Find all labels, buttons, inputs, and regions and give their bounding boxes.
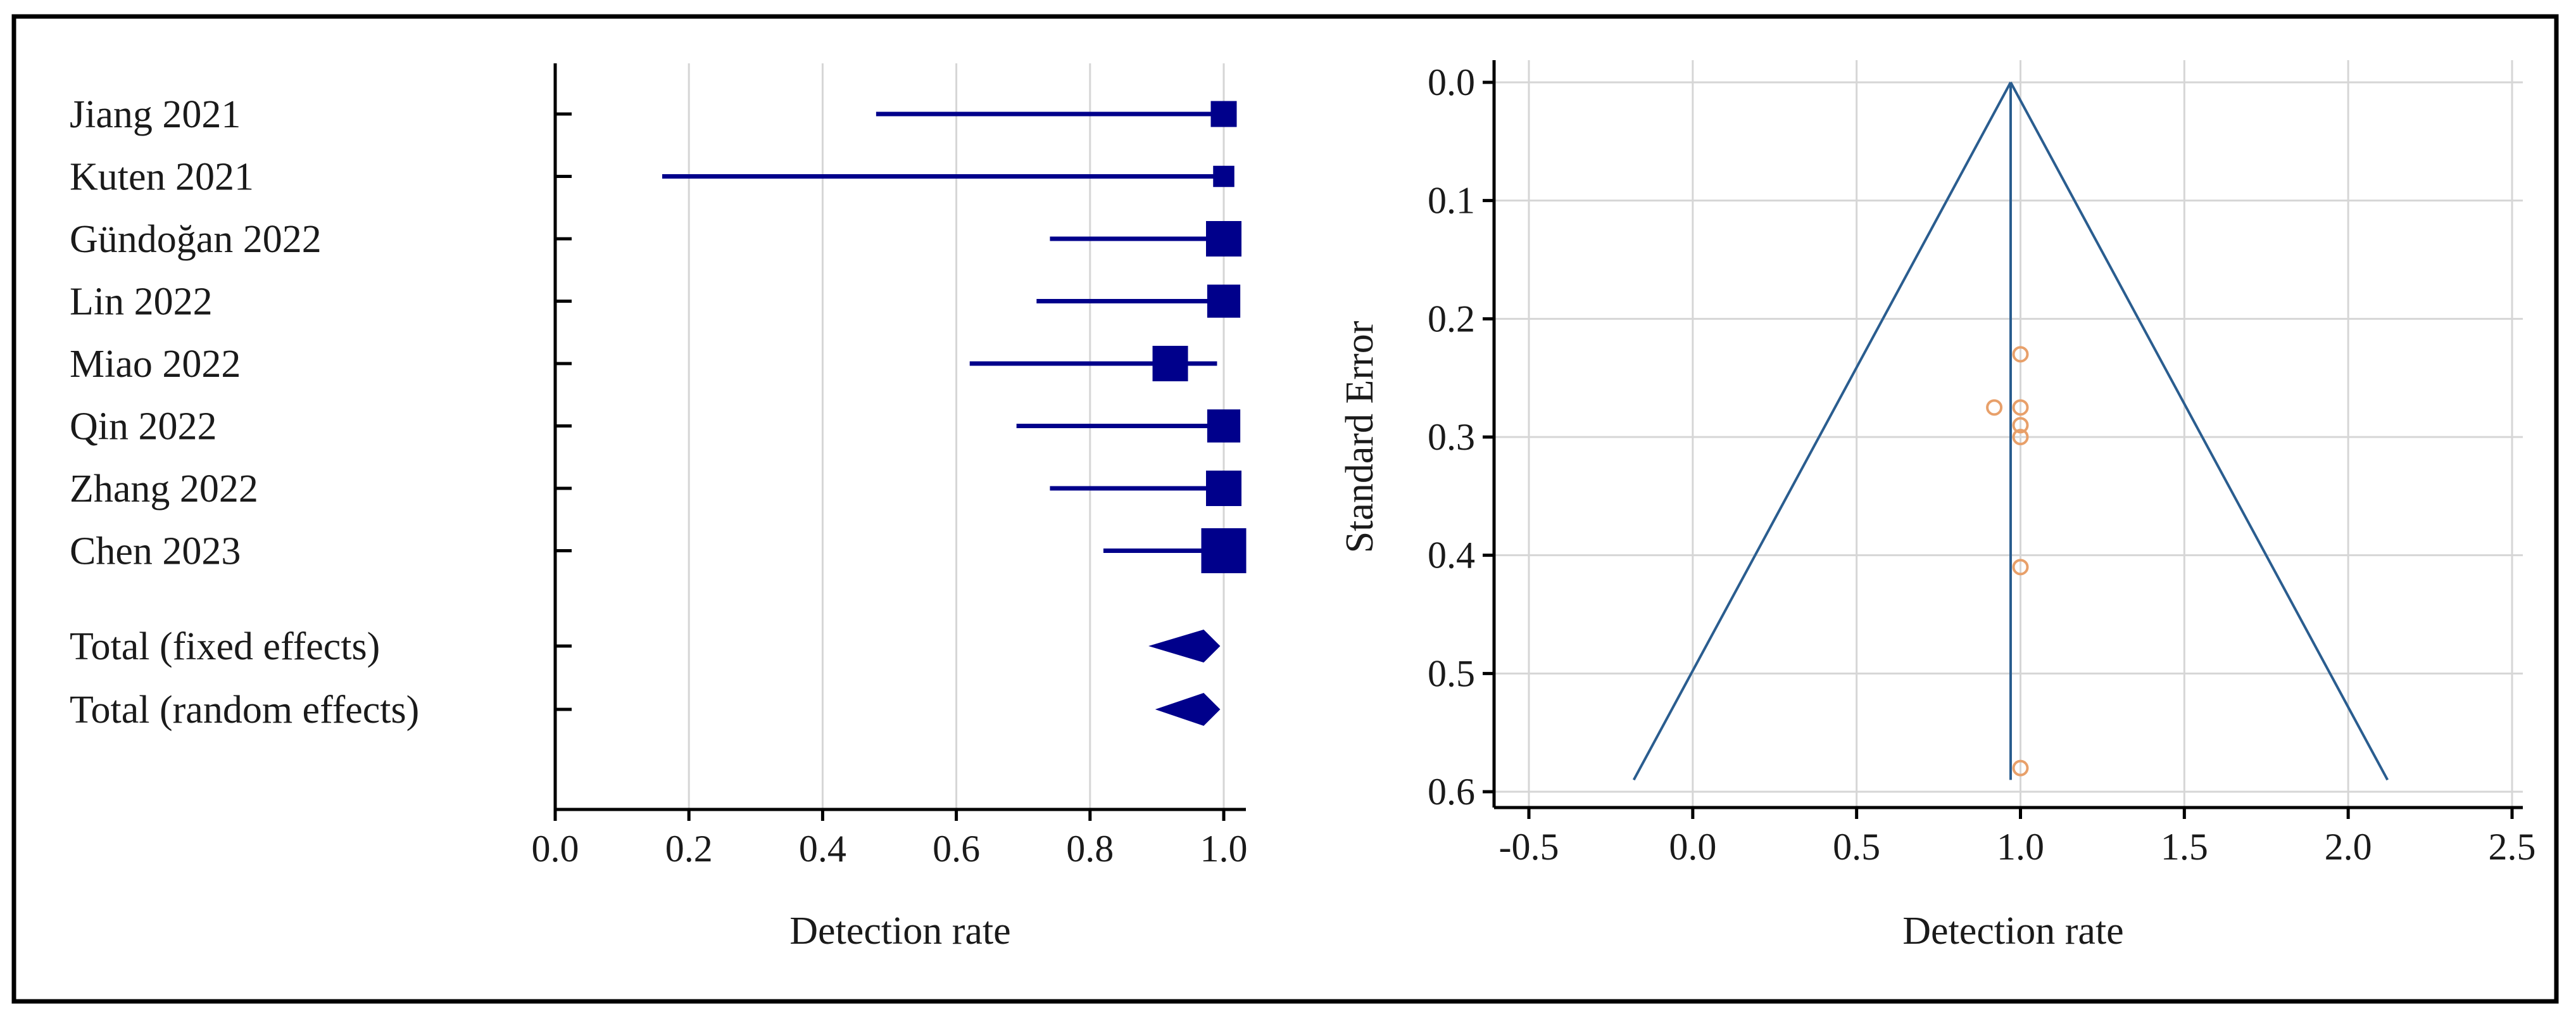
funnel-y-tick-label: 0.5: [1428, 652, 1475, 694]
funnel-x-tick-label: -0.5: [1499, 826, 1559, 868]
funnel-x-ticks: -0.5 0.0 0.5 1.0 1.5 2.0 2.5: [1499, 808, 2536, 868]
study-label: Lin 2022: [70, 281, 213, 324]
funnel-y-ticks: 0.0 0.1 0.2 0.3 0.4 0.5 0.6: [1428, 61, 1494, 813]
forest-x-ticks: 0.0 0.2 0.4 0.6 0.8 1.0: [532, 809, 1248, 870]
funnel-y-tick-label: 0.4: [1428, 535, 1475, 576]
study-label: Jiang 2021: [70, 93, 241, 136]
forest-row-ticks: [555, 112, 572, 711]
figure-frame: [11, 14, 2559, 1004]
study-label: Gündoğan 2022: [70, 218, 322, 261]
total-diamond: [1155, 693, 1221, 726]
funnel-y-axis-title: Standard Error: [1338, 320, 1381, 553]
study-point-estimate: [1210, 101, 1237, 127]
funnel-study-point: [2012, 429, 2029, 445]
funnel-y-tick-label: 0.2: [1428, 298, 1475, 339]
funnel-study-point: [2012, 559, 2029, 576]
forest-plot: 0.0 0.2 0.4 0.6 0.8 1.0 Jiang 2021 Kuten 2021 G…: [70, 63, 1248, 953]
study-label: Zhang 2022: [70, 467, 258, 510]
forest-gridlines: [688, 63, 1225, 809]
study-point-estimate: [1206, 471, 1241, 506]
study-point-estimate: [1206, 221, 1241, 257]
study-point-estimate: [1207, 284, 1241, 318]
funnel-study-point: [2012, 759, 2029, 777]
forest-x-tick-label: 0.6: [933, 828, 980, 870]
funnel-x-tick-label: 1.5: [2161, 826, 2208, 868]
funnel-y-tick-label: 0.0: [1428, 61, 1475, 103]
funnel-points: [1986, 346, 2029, 777]
forest-x-tick-label: 1.0: [1200, 828, 1248, 870]
funnel-x-tick-label: 2.5: [2489, 826, 2536, 868]
study-point-estimate: [1152, 346, 1188, 381]
funnel-x-tick-label: 2.0: [2325, 826, 2372, 868]
funnel-y-tick-label: 0.6: [1428, 771, 1475, 813]
forest-x-tick-label: 0.4: [799, 828, 846, 870]
study-point-estimate: [1213, 165, 1235, 187]
funnel-left-boundary: [1632, 82, 2012, 781]
forest-x-tick-label: 0.0: [532, 828, 579, 870]
forest-ci-lines: [662, 111, 1224, 553]
funnel-right-boundary: [2009, 82, 2389, 781]
funnel-x-tick-label: 0.5: [1833, 826, 1880, 868]
funnel-x-tick-label: 0.0: [1669, 826, 1716, 868]
forest-x-axis-title: Detection rate: [789, 910, 1010, 953]
funnel-lines: [1632, 82, 2389, 781]
study-label: Miao 2022: [70, 343, 241, 386]
total-label: Total (random effects): [70, 688, 419, 732]
study-label: Chen 2023: [70, 530, 241, 573]
funnel-x-axis-title: Detection rate: [1902, 910, 2123, 953]
study-point-estimate: [1207, 409, 1241, 443]
total-label: Total (fixed effects): [70, 625, 380, 668]
study-label: Qin 2022: [70, 405, 217, 448]
funnel-plot: -0.5 0.0 0.5 1.0 1.5 2.0 2.5 0.00.10.20.30.40.…: [1338, 60, 2536, 953]
forest-x-tick-label: 0.2: [665, 828, 713, 870]
funnel-study-point: [2012, 417, 2029, 434]
funnel-gridlines: [1494, 60, 2523, 808]
forest-x-tick-label: 0.8: [1066, 828, 1114, 870]
study-point-estimate: [1201, 528, 1247, 573]
study-label: Kuten 2021: [70, 156, 254, 199]
forest-study-labels: Jiang 2021 Kuten 2021 Gündoğan 2022 Lin 202…: [70, 93, 419, 732]
funnel-study-point: [1986, 399, 2003, 416]
funnel-study-point: [2012, 399, 2029, 416]
forest-markers: [1148, 101, 1247, 726]
funnel-y-tick-label: 0.1: [1428, 180, 1475, 222]
funnel-x-tick-label: 1.0: [1997, 826, 2044, 868]
funnel-study-point: [2012, 346, 2029, 363]
total-diamond: [1148, 630, 1221, 663]
funnel-y-tick-label: 0.3: [1428, 416, 1475, 458]
